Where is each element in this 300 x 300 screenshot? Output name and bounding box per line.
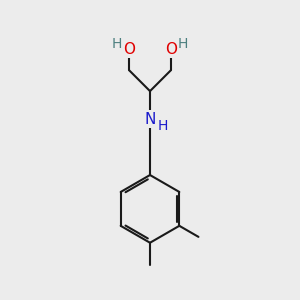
Text: N: N (144, 112, 156, 127)
Text: O: O (165, 42, 177, 57)
Text: O: O (123, 42, 135, 57)
Text: H: H (112, 37, 122, 51)
Text: H: H (178, 37, 188, 51)
Text: H: H (158, 118, 168, 133)
